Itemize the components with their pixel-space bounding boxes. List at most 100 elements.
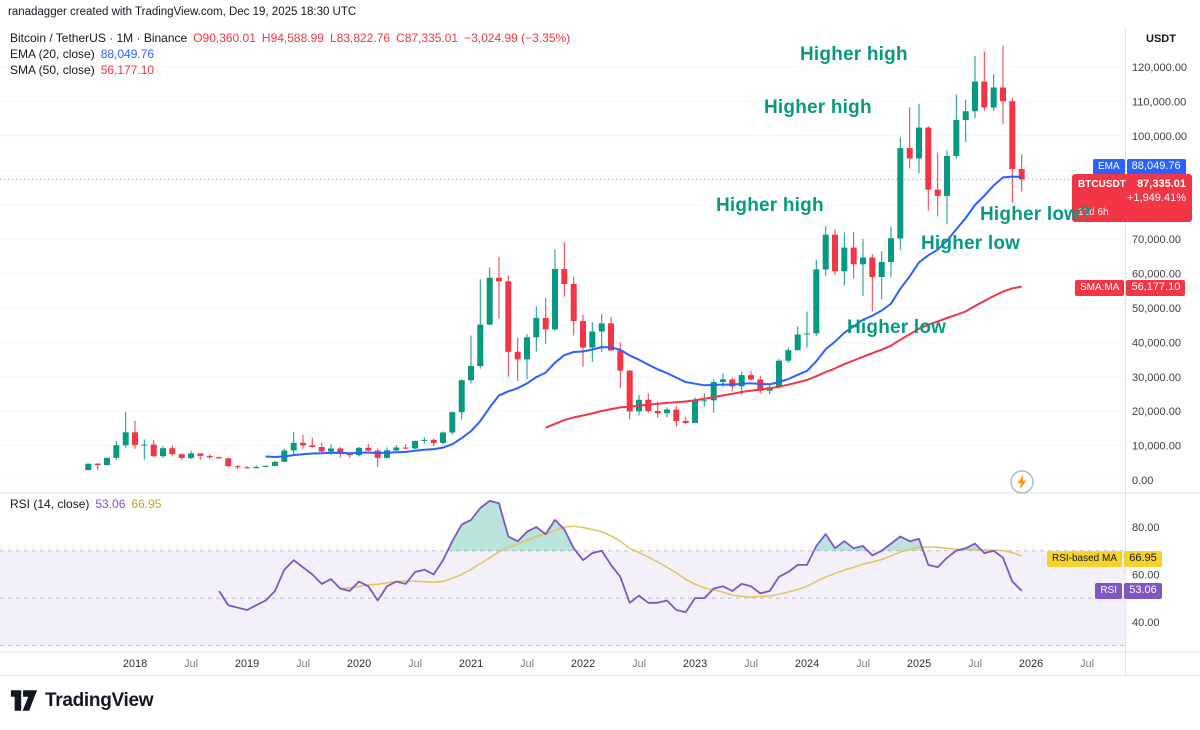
- candle: [710, 382, 717, 401]
- rsi-line[interactable]: [218, 500, 1023, 614]
- candle: [570, 284, 577, 321]
- time-tick-label: Jul: [296, 658, 310, 670]
- time-tick-label: Jul: [744, 658, 758, 670]
- ohlc-low: L83,822.76: [329, 31, 391, 45]
- candle: [673, 409, 680, 421]
- candle: [832, 234, 838, 272]
- candle: [113, 445, 120, 458]
- time-tick-label: Jul: [520, 658, 534, 670]
- candle: [94, 463, 101, 465]
- rsi-tick-label: 40.00: [1132, 617, 1160, 629]
- candle: [664, 409, 670, 414]
- rsi-legend-value: 53.06: [95, 497, 126, 511]
- candle: [486, 277, 493, 325]
- tradingview-logo[interactable]: TradingView: [10, 688, 154, 713]
- price-tick-label: 110,000.00: [1132, 96, 1186, 108]
- candle: [206, 455, 213, 458]
- candle: [654, 411, 661, 414]
- candle: [617, 350, 624, 371]
- ema-line[interactable]: [265, 175, 1022, 458]
- price-tick-label: 30,000.00: [1132, 372, 1181, 384]
- candle: [981, 81, 988, 108]
- candle: [916, 127, 922, 159]
- candle: [216, 457, 222, 459]
- time-tick-label: 2025: [907, 658, 931, 670]
- time-tick-label: 2023: [683, 658, 707, 670]
- symbol-price-badge[interactable]: BTCUSDT 87,335.01 +1,949.41% 12d 6h: [1072, 174, 1192, 222]
- candle: [944, 155, 950, 196]
- tradingview-logo-text: TradingView: [45, 689, 154, 711]
- candle: [272, 461, 278, 466]
- drawing-text[interactable]: Higher low: [847, 317, 947, 338]
- drawing-text[interactable]: Higher high: [764, 97, 872, 118]
- symbol-title[interactable]: Bitcoin / TetherUS · 1M · Binance: [10, 31, 188, 45]
- candle: [552, 269, 558, 330]
- price-tick-label: 120,000.00: [1132, 62, 1187, 74]
- candle: [813, 269, 820, 334]
- candle: [421, 439, 428, 441]
- rsi-ma-line[interactable]: [340, 525, 1022, 598]
- sma-badge-label: SMA:MA: [1075, 280, 1125, 296]
- sma-legend-value: 56,177.10: [100, 63, 155, 77]
- candle: [132, 432, 138, 445]
- price-tick-label: 60,000.00: [1132, 269, 1181, 281]
- candle: [729, 379, 736, 387]
- candle: [169, 448, 176, 455]
- sma-badge-value: 56,177.10: [1126, 280, 1186, 296]
- ohlc-open: O90,360.01: [193, 31, 256, 45]
- candle: [225, 458, 232, 467]
- drawing-text[interactable]: Higher high: [716, 195, 824, 216]
- candle: [1000, 87, 1006, 102]
- rsi-badge[interactable]: RSI 53.06: [1095, 583, 1162, 599]
- price-tick-label: 40,000.00: [1132, 337, 1181, 349]
- candle: [841, 247, 848, 272]
- candle: [542, 317, 549, 330]
- ema-legend[interactable]: EMA (20, close) 88,049.76: [10, 47, 154, 61]
- price-axis-unit[interactable]: USDT: [1146, 33, 1176, 45]
- candle: [608, 323, 614, 351]
- candle: [244, 467, 250, 469]
- candle: [337, 448, 344, 454]
- candle: [440, 432, 446, 443]
- price-axis[interactable]: 0.00 10,000.00 20,000.00 30,000.00 40,000.00…: [1132, 62, 1187, 629]
- candle: [953, 120, 960, 156]
- price-tick-label: 50,000.00: [1132, 303, 1181, 315]
- candle: [701, 400, 708, 402]
- sma-line[interactable]: [545, 285, 1022, 429]
- candle: [328, 448, 334, 452]
- time-axis[interactable]: 2018 Jul 2019 Jul 2020 Jul 2021 Jul 2022 Jul 2023 J…: [123, 658, 1094, 670]
- candle: [561, 269, 568, 284]
- drawing-text[interactable]: Higher low?: [980, 204, 1091, 225]
- candle: [626, 370, 633, 412]
- rsi-ma-badge[interactable]: RSI-based MA 66.95: [1046, 551, 1162, 567]
- sma-price-badge[interactable]: SMA:MA 56,177.10: [1075, 280, 1186, 296]
- candle: [234, 466, 241, 468]
- sma-legend[interactable]: SMA (50, close) 56,177.10: [10, 63, 154, 77]
- drawing-text[interactable]: Higher high: [800, 44, 908, 65]
- rsi-legend[interactable]: RSI (14, close) 53.06 66.95: [10, 497, 161, 511]
- candle: [188, 453, 194, 458]
- candle: [85, 463, 92, 471]
- lightning-marker-icon[interactable]: [1008, 468, 1036, 496]
- candle: [748, 375, 754, 380]
- candle: [468, 366, 474, 381]
- ohlc-close: C87,335.01: [396, 31, 459, 45]
- drawing-text[interactable]: Higher low: [921, 233, 1021, 254]
- candle: [346, 454, 353, 456]
- candle: [738, 375, 745, 387]
- ema-price-badge[interactable]: EMA 88,049.76: [1093, 159, 1186, 175]
- candle: [477, 324, 484, 367]
- rsi-overbought-fill: [881, 536, 924, 551]
- candle: [934, 189, 941, 196]
- candle: [869, 257, 876, 277]
- symbol-legend[interactable]: Bitcoin / TetherUS · 1M · Binance O90,36…: [10, 31, 570, 45]
- rsi-badge-value: 53.06: [1124, 583, 1162, 599]
- candle: [496, 277, 502, 282]
- time-tick-label: 2022: [571, 658, 595, 670]
- sma-legend-label: SMA (50, close): [10, 63, 95, 77]
- price-tick-label: 70,000.00: [1132, 234, 1181, 246]
- rsi-overbought-fill: [447, 500, 576, 551]
- candle: [962, 111, 969, 120]
- rsi-overbought-fill: [814, 534, 868, 551]
